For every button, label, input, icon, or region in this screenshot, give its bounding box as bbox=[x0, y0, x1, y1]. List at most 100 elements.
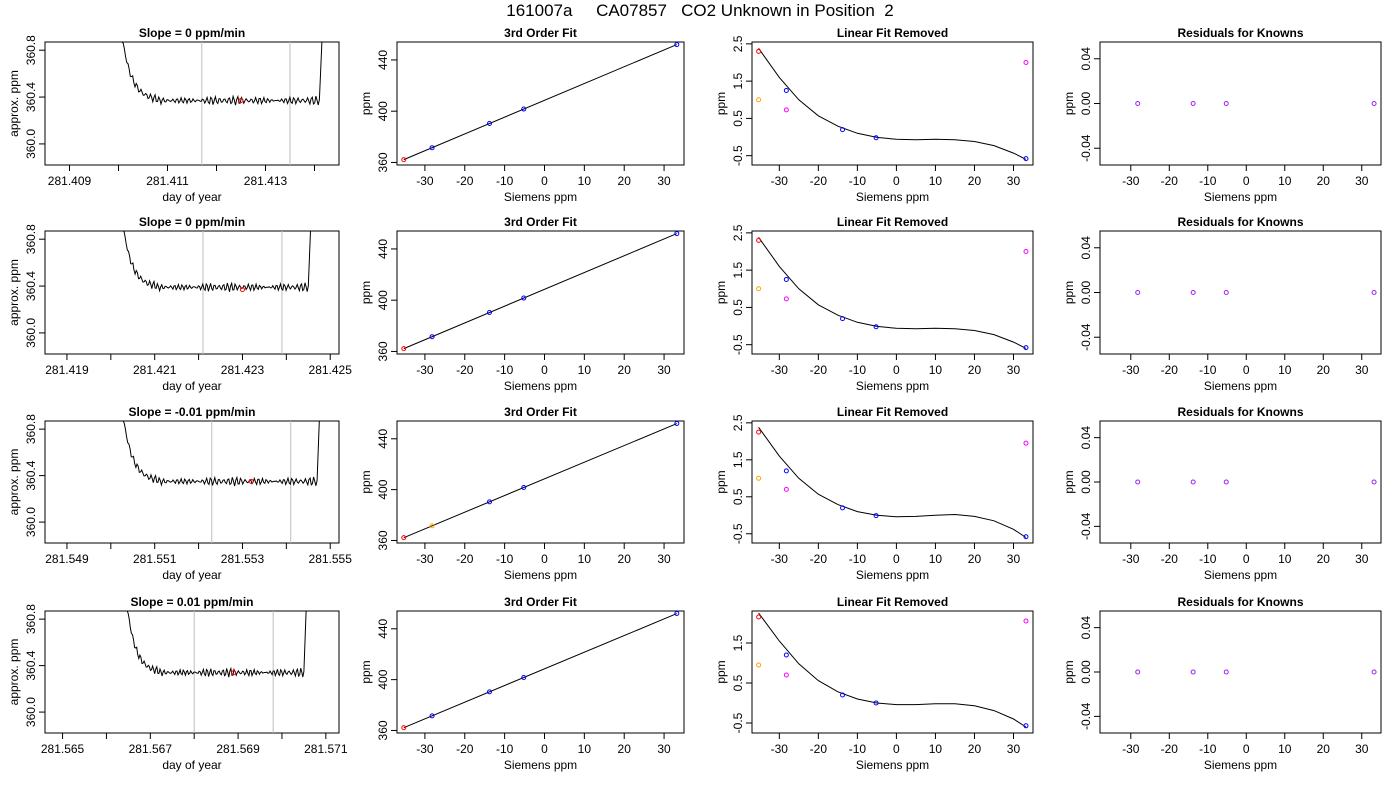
panel-title: Slope = 0 ppm/min bbox=[139, 215, 245, 229]
y-tick-label: 0.5 bbox=[731, 110, 745, 127]
panel-residuals-row3: Residuals for Knowns -30 -20 -10 0 10 20 30 -0.0… bbox=[1062, 405, 1382, 582]
y-tick-label: 400 bbox=[376, 290, 390, 310]
mean-marker bbox=[238, 98, 244, 104]
y-tick-label: 0.5 bbox=[731, 674, 745, 691]
trace-line bbox=[119, 420, 320, 487]
data-point-blue bbox=[521, 106, 527, 112]
x-tick-label: 30 bbox=[1355, 363, 1369, 377]
panel-title: 3rd Order Fit bbox=[504, 595, 577, 609]
x-tick-label: 10 bbox=[578, 742, 592, 756]
plot-frame bbox=[396, 41, 685, 166]
data-point-orange bbox=[756, 662, 762, 668]
x-tick-label: 0 bbox=[541, 742, 548, 756]
x-tick-label: 20 bbox=[1317, 363, 1331, 377]
data-point-magenta bbox=[783, 486, 789, 492]
x-tick-label: -10 bbox=[496, 552, 514, 566]
x-tick-label: -10 bbox=[849, 552, 867, 566]
page-title: 161007a CA07857 CO2 Unknown in Position … bbox=[506, 1, 894, 20]
data-point-purple bbox=[1223, 290, 1229, 295]
x-tick-label: -10 bbox=[496, 363, 514, 377]
x-tick-label: 30 bbox=[1007, 742, 1021, 756]
panel-title: 3rd Order Fit bbox=[504, 405, 577, 419]
data-point-blue bbox=[1023, 723, 1029, 729]
data-point-blue bbox=[521, 485, 527, 491]
fit-line bbox=[403, 423, 678, 539]
y-tick-label: 2.5 bbox=[731, 414, 745, 431]
y-tick-label: 0.04 bbox=[1079, 236, 1093, 260]
plot-frame bbox=[44, 420, 340, 544]
x-tick-label: -10 bbox=[849, 742, 867, 756]
x-tick-label: 20 bbox=[618, 174, 632, 188]
x-tick-label: 0 bbox=[893, 174, 900, 188]
panel-title: Residuals for Knowns bbox=[1177, 405, 1303, 419]
x-tick-label: -10 bbox=[849, 363, 867, 377]
x-tick-label: -20 bbox=[456, 174, 474, 188]
y-tick-label: -0.5 bbox=[731, 145, 745, 166]
plot-frame bbox=[44, 610, 340, 734]
x-tick-label: 0 bbox=[893, 552, 900, 566]
x-tick-label: -10 bbox=[1199, 552, 1217, 566]
x-tick-label: -30 bbox=[771, 363, 789, 377]
panel-linear_removed-row3: Linear Fit Removed -30 -20 -10 0 10 20 30 -0.5 0.… bbox=[714, 405, 1034, 582]
data-point-purple bbox=[1223, 101, 1229, 106]
panel-timeseries-row4: Slope = 0.01 ppm/min 281.565 281.567 281.56… bbox=[7, 595, 348, 772]
data-point-blue bbox=[873, 700, 879, 706]
panel-title: 3rd Order Fit bbox=[504, 215, 577, 229]
data-point-magenta bbox=[1023, 60, 1029, 65]
x-tick-label: -30 bbox=[416, 363, 434, 377]
x-tick-label: 10 bbox=[578, 174, 592, 188]
data-point-purple bbox=[1371, 669, 1377, 675]
data-point-blue bbox=[486, 121, 492, 127]
plot-frame bbox=[751, 610, 1034, 734]
y-axis-label: ppm bbox=[359, 470, 373, 493]
plot-frame bbox=[1099, 610, 1382, 734]
y-axis-label: ppm bbox=[1062, 660, 1076, 683]
x-tick-label: 30 bbox=[1007, 363, 1021, 377]
data-point-purple bbox=[1223, 669, 1229, 675]
fit-line bbox=[403, 44, 678, 161]
y-axis-label: ppm bbox=[359, 660, 373, 683]
x-tick-label: 20 bbox=[618, 742, 632, 756]
data-point-blue bbox=[674, 611, 680, 617]
x-tick-label: 0 bbox=[893, 742, 900, 756]
x-axis-label: Siemens ppm bbox=[856, 758, 929, 772]
x-tick-label: 0 bbox=[541, 363, 548, 377]
y-tick-label: 0.04 bbox=[1079, 47, 1093, 71]
x-tick-label: -30 bbox=[416, 174, 434, 188]
data-point-blue bbox=[873, 135, 879, 141]
y-tick-label: 1.5 bbox=[731, 261, 745, 278]
x-tick-label: 281.569 bbox=[216, 742, 260, 756]
y-tick-label: 440 bbox=[376, 428, 390, 448]
data-point-red bbox=[756, 429, 762, 435]
x-tick-label: 281.565 bbox=[41, 742, 85, 756]
x-tick-label: 0 bbox=[1243, 174, 1250, 188]
x-tick-label: -20 bbox=[1161, 363, 1179, 377]
x-tick-label: 30 bbox=[657, 742, 671, 756]
plot-frame bbox=[396, 610, 685, 734]
x-tick-label: -10 bbox=[496, 742, 514, 756]
y-tick-label: -0.04 bbox=[1079, 134, 1093, 162]
x-tick-label: 30 bbox=[1355, 742, 1369, 756]
y-tick-label: 1.5 bbox=[731, 72, 745, 89]
x-tick-label: 20 bbox=[968, 552, 982, 566]
data-point-purple bbox=[1135, 669, 1141, 675]
y-tick-label: 360.4 bbox=[24, 460, 38, 490]
x-tick-label: -30 bbox=[1122, 174, 1140, 188]
x-tick-label: 281.411 bbox=[146, 174, 189, 188]
x-tick-label: 10 bbox=[1278, 552, 1292, 566]
y-tick-label: 360.4 bbox=[24, 271, 38, 301]
mean-marker bbox=[231, 670, 237, 676]
y-tick-label: 0.04 bbox=[1079, 426, 1093, 450]
data-point-magenta bbox=[783, 672, 789, 678]
x-tick-label: 10 bbox=[929, 174, 943, 188]
data-point-blue bbox=[486, 689, 492, 695]
data-point-purple bbox=[1135, 479, 1141, 485]
x-tick-label: 0 bbox=[541, 174, 548, 188]
data-point-red bbox=[401, 725, 407, 731]
y-axis-label: ppm bbox=[714, 281, 728, 304]
x-tick-label: 20 bbox=[618, 552, 632, 566]
panel-title: Linear Fit Removed bbox=[837, 595, 948, 609]
data-point-purple bbox=[1190, 290, 1196, 295]
y-tick-label: 440 bbox=[376, 50, 390, 70]
